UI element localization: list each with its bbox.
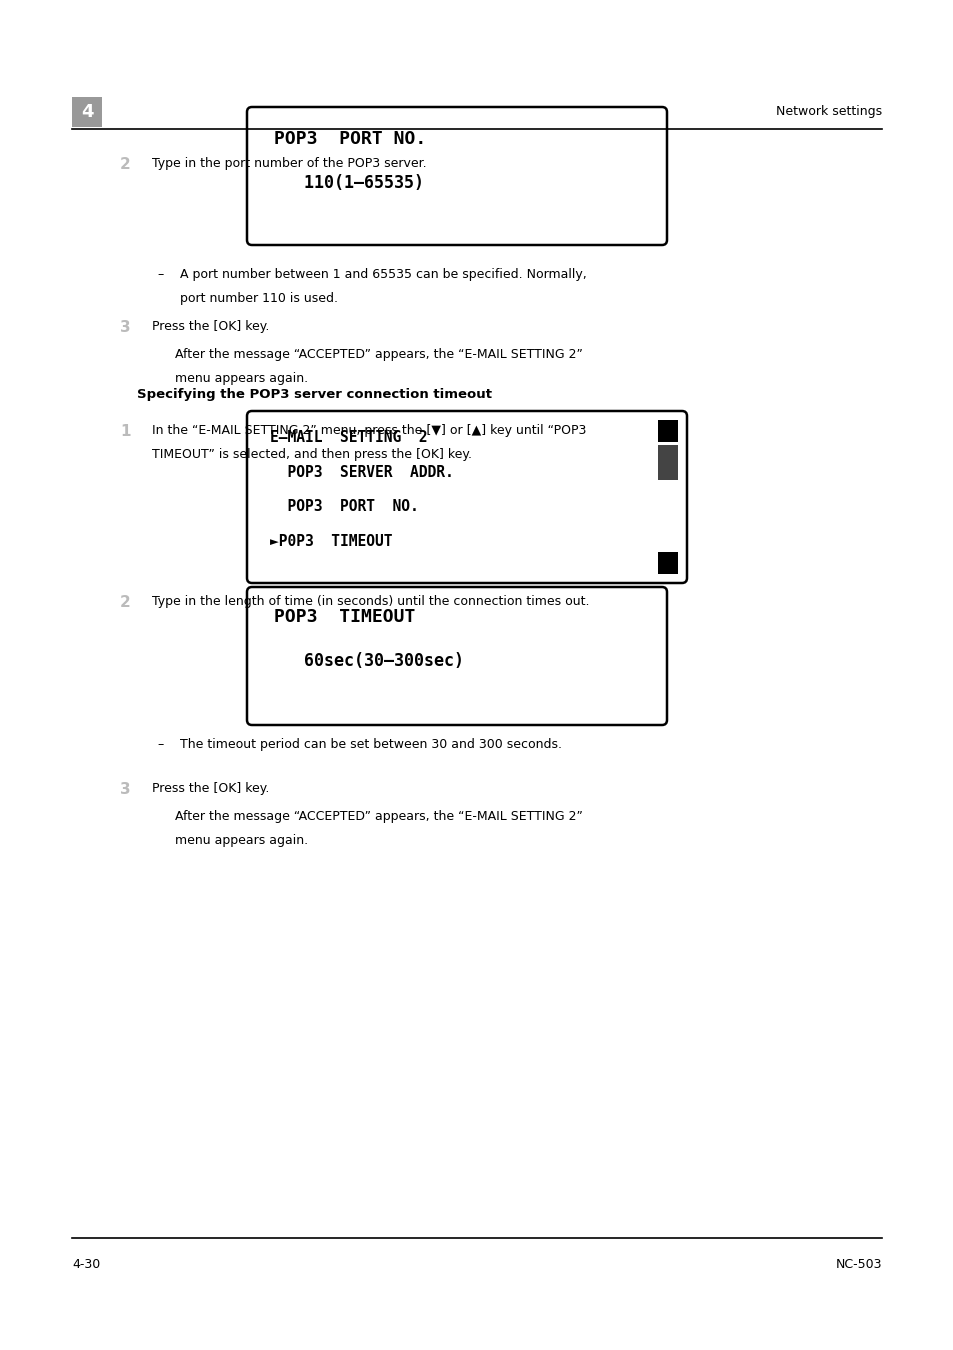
Text: A port number between 1 and 65535 can be specified. Normally,: A port number between 1 and 65535 can be…: [180, 269, 586, 281]
Text: NC-503: NC-503: [835, 1258, 882, 1270]
Text: –: –: [157, 738, 163, 751]
Text: Type in the length of time (in seconds) until the connection times out.: Type in the length of time (in seconds) …: [152, 595, 589, 608]
Bar: [658, 552, 678, 574]
Text: After the message “ACCEPTED” appears, the “E-MAIL SETTING 2”: After the message “ACCEPTED” appears, th…: [174, 348, 582, 360]
Text: 4-30: 4-30: [71, 1258, 100, 1270]
Text: 110(1–65535): 110(1–65535): [274, 174, 423, 192]
Text: POP3  SERVER  ADDR.: POP3 SERVER ADDR.: [270, 464, 454, 479]
FancyBboxPatch shape: [247, 587, 666, 725]
Text: ►P0P3  TIMEOUT: ►P0P3 TIMEOUT: [270, 533, 392, 548]
Text: POP3  PORT NO.: POP3 PORT NO.: [274, 130, 426, 148]
Text: Press the [OK] key.: Press the [OK] key.: [152, 320, 269, 333]
Text: –: –: [157, 269, 163, 281]
Text: 2: 2: [120, 595, 131, 610]
Bar: [71, 97, 102, 127]
Text: POP3  PORT  NO.: POP3 PORT NO.: [270, 500, 418, 514]
Text: E–MAIL  SETTING  2: E–MAIL SETTING 2: [270, 431, 427, 446]
Text: 60sec(30–300sec): 60sec(30–300sec): [274, 652, 463, 670]
Text: POP3  TIMEOUT: POP3 TIMEOUT: [274, 608, 415, 626]
Text: port number 110 is used.: port number 110 is used.: [180, 292, 337, 305]
Text: 1: 1: [120, 424, 131, 439]
Text: 3: 3: [120, 320, 131, 335]
FancyBboxPatch shape: [247, 410, 686, 583]
Bar: [658, 446, 678, 481]
Text: In the “E-MAIL SETTING 2” menu, press the [▼] or [▲] key until “POP3: In the “E-MAIL SETTING 2” menu, press th…: [152, 424, 586, 437]
Text: TIMEOUT” is selected, and then press the [OK] key.: TIMEOUT” is selected, and then press the…: [152, 448, 472, 460]
Text: 2: 2: [120, 157, 131, 171]
Text: menu appears again.: menu appears again.: [174, 834, 308, 846]
Text: 4: 4: [81, 103, 93, 122]
Text: 3: 3: [120, 782, 131, 796]
Text: The timeout period can be set between 30 and 300 seconds.: The timeout period can be set between 30…: [180, 738, 561, 751]
Text: After the message “ACCEPTED” appears, the “E-MAIL SETTING 2”: After the message “ACCEPTED” appears, th…: [174, 810, 582, 824]
FancyBboxPatch shape: [247, 107, 666, 244]
Text: Type in the port number of the POP3 server.: Type in the port number of the POP3 serv…: [152, 157, 426, 170]
Bar: [658, 420, 678, 441]
Text: Specifying the POP3 server connection timeout: Specifying the POP3 server connection ti…: [137, 387, 492, 401]
Text: menu appears again.: menu appears again.: [174, 373, 308, 385]
Text: Network settings: Network settings: [775, 105, 882, 119]
Text: Press the [OK] key.: Press the [OK] key.: [152, 782, 269, 795]
